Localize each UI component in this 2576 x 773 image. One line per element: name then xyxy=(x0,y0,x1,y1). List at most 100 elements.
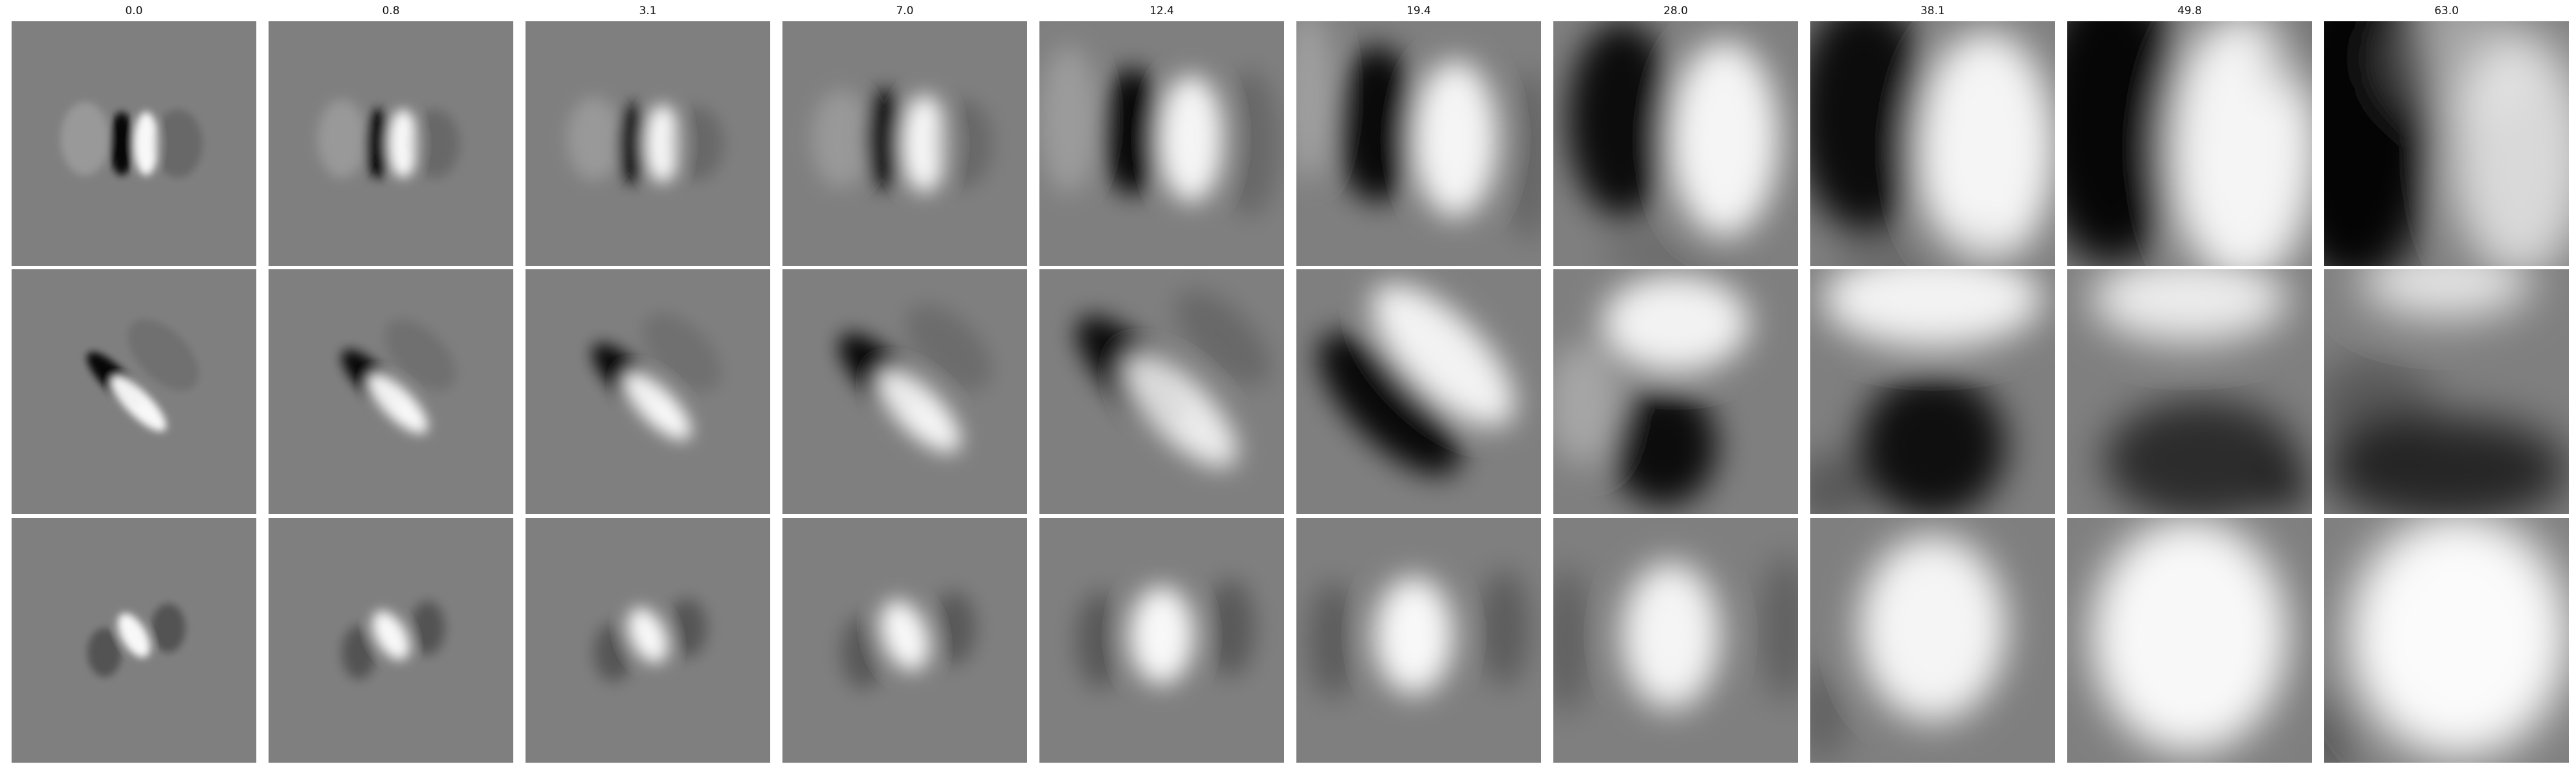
panel-row-3 xyxy=(12,513,2569,773)
filter-panel xyxy=(269,518,513,763)
dark-lobe xyxy=(1220,70,1279,217)
dark-lobe xyxy=(153,110,202,178)
dark-lobe xyxy=(1101,68,1164,195)
dark-lobe xyxy=(667,598,706,657)
bright-lobe xyxy=(1414,61,1497,217)
filter-panel xyxy=(782,269,1027,514)
panel-grid xyxy=(12,0,2576,773)
filter-panel xyxy=(1793,250,2055,526)
panel-pattern xyxy=(1309,569,1529,699)
dark-lobe xyxy=(88,628,122,677)
column-title: 19.4 xyxy=(1406,5,1431,17)
dark-lobe xyxy=(1761,555,1810,701)
bright-lobe xyxy=(1859,535,2006,721)
dark-lobe xyxy=(2263,465,2312,514)
filter-panel xyxy=(1039,518,1284,763)
bright-lobe xyxy=(1602,274,1749,372)
dark-lobe xyxy=(1206,579,1255,677)
dark-lobe xyxy=(1480,569,1529,687)
bright-lobe xyxy=(1159,75,1223,203)
column-title: 3.1 xyxy=(639,5,656,17)
filter-panel xyxy=(1284,9,1553,266)
bright-lobe xyxy=(2349,513,2569,758)
dark-lobe xyxy=(1504,70,1553,242)
dark-lobe xyxy=(109,112,134,176)
filter-panel xyxy=(2067,254,2312,521)
dark-lobe xyxy=(1076,591,1125,689)
dark-lobe xyxy=(2312,355,2434,453)
filter-panel xyxy=(2300,513,2569,773)
filter-panel xyxy=(782,518,1027,763)
bright-lobe xyxy=(61,102,109,175)
column-title: 0.8 xyxy=(382,5,399,17)
dark-lobe xyxy=(1309,582,1358,699)
dark-lobe xyxy=(410,110,459,178)
column-title: 12.4 xyxy=(1150,5,1174,17)
bright-lobe xyxy=(2092,254,2287,343)
bright-lobe xyxy=(567,97,621,180)
filter-panel xyxy=(1553,21,1798,278)
dark-lobe xyxy=(1798,665,1847,763)
bright-lobe xyxy=(1546,343,1620,465)
bright-lobe xyxy=(1671,41,1778,236)
column-title: 38.1 xyxy=(1920,5,1945,17)
filter-panel xyxy=(2312,245,2569,524)
column-title: 7.0 xyxy=(896,5,913,17)
filter-panel xyxy=(12,518,256,763)
filter-panel xyxy=(526,518,770,763)
dark-lobe xyxy=(1568,21,1676,217)
dark-lobe xyxy=(1541,567,1590,714)
filter-panel xyxy=(12,21,256,266)
bright-lobe xyxy=(1130,586,1194,684)
filter-panel xyxy=(1039,269,1287,514)
dark-lobe xyxy=(151,604,185,653)
dark-lobe xyxy=(342,625,376,680)
column-title: 28.0 xyxy=(1663,5,1688,17)
filter-panel xyxy=(782,21,1027,266)
filter-panel xyxy=(1798,518,2055,763)
bright-lobe xyxy=(1039,46,1098,193)
dark-lobe xyxy=(1336,46,1419,202)
bright-lobe xyxy=(2092,518,2287,753)
bright-lobe xyxy=(812,90,871,187)
column-title: 49.8 xyxy=(2177,5,2202,17)
filter-panel xyxy=(1546,269,1798,514)
filter-panel xyxy=(1296,262,1541,514)
dark-lobe xyxy=(1793,453,1866,526)
filter-panel xyxy=(12,269,256,514)
filter-panel xyxy=(526,21,770,266)
filter-panel xyxy=(1039,21,1284,266)
filter-panel xyxy=(526,269,770,514)
bright-lobe xyxy=(2385,0,2532,119)
dark-lobe xyxy=(670,107,724,180)
filter-panel xyxy=(1541,518,1810,763)
filter-panel xyxy=(269,21,513,266)
bright-lobe xyxy=(317,100,366,178)
filter-panel xyxy=(2033,0,2336,283)
dark-lobe xyxy=(934,100,993,188)
column-title: 0.0 xyxy=(125,5,142,17)
dark-lobe xyxy=(1859,372,2006,519)
bright-lobe xyxy=(1622,562,1719,709)
panel-pattern xyxy=(1076,579,1255,689)
dark-lobe xyxy=(932,591,976,665)
panel-row-2 xyxy=(12,245,2569,526)
filter-panel xyxy=(2067,518,2312,763)
column-titles: 0.0 0.8 3.1 7.0 12.4 19.4 28.0 38.1 49.8 63.0 xyxy=(125,5,2458,17)
column-title: 63.0 xyxy=(2434,5,2459,17)
dark-lobe xyxy=(1795,0,1933,232)
bright-lobe xyxy=(1375,577,1454,694)
filter-panel xyxy=(2268,0,2576,291)
filter-panel xyxy=(269,269,513,514)
panel-pattern xyxy=(2092,518,2287,753)
filter-panel xyxy=(1296,518,1541,763)
dark-lobe xyxy=(616,104,650,183)
dark-lobe xyxy=(841,616,885,689)
panel-row-1 xyxy=(12,0,2576,303)
filter-panel xyxy=(1795,0,2055,303)
dark-lobe xyxy=(410,601,444,655)
bright-lobe xyxy=(1284,9,1333,180)
dark-lobe xyxy=(1609,385,1717,507)
dark-lobe xyxy=(594,623,633,682)
